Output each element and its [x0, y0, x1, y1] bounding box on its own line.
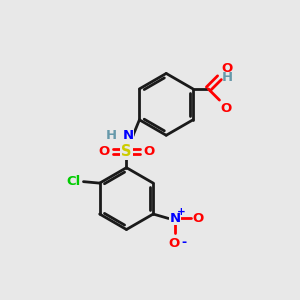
Text: N: N	[122, 129, 134, 142]
Text: O: O	[169, 237, 180, 250]
Text: N: N	[169, 212, 181, 225]
Text: Cl: Cl	[67, 175, 81, 188]
Text: O: O	[143, 145, 154, 158]
Text: H: H	[221, 71, 233, 84]
Text: +: +	[176, 207, 185, 217]
Text: -: -	[181, 236, 186, 249]
Text: O: O	[98, 145, 110, 158]
Text: S: S	[121, 144, 132, 159]
Text: H: H	[106, 129, 117, 142]
Text: O: O	[192, 212, 204, 225]
Text: O: O	[221, 62, 232, 75]
Text: O: O	[220, 102, 232, 115]
